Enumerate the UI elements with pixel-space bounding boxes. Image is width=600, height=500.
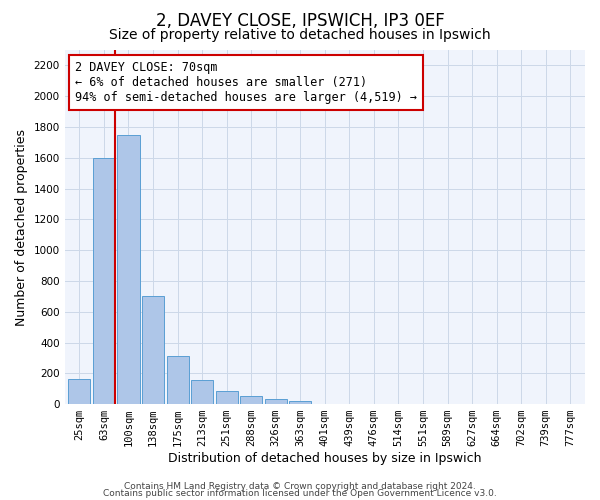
Bar	[191, 380, 213, 404]
Bar	[93, 158, 115, 404]
Text: Contains HM Land Registry data © Crown copyright and database right 2024.: Contains HM Land Registry data © Crown c…	[124, 482, 476, 491]
Text: Size of property relative to detached houses in Ipswich: Size of property relative to detached ho…	[109, 28, 491, 42]
Bar	[215, 391, 238, 404]
Bar	[289, 402, 311, 404]
Text: 2, DAVEY CLOSE, IPSWICH, IP3 0EF: 2, DAVEY CLOSE, IPSWICH, IP3 0EF	[155, 12, 445, 30]
Bar	[68, 380, 91, 404]
Bar	[167, 356, 188, 404]
Text: Contains public sector information licensed under the Open Government Licence v3: Contains public sector information licen…	[103, 490, 497, 498]
Bar	[118, 134, 140, 404]
X-axis label: Distribution of detached houses by size in Ipswich: Distribution of detached houses by size …	[168, 452, 482, 465]
Text: 2 DAVEY CLOSE: 70sqm
← 6% of detached houses are smaller (271)
94% of semi-detac: 2 DAVEY CLOSE: 70sqm ← 6% of detached ho…	[75, 60, 417, 104]
Bar	[265, 400, 287, 404]
Bar	[240, 396, 262, 404]
Y-axis label: Number of detached properties: Number of detached properties	[15, 128, 28, 326]
Bar	[142, 296, 164, 404]
